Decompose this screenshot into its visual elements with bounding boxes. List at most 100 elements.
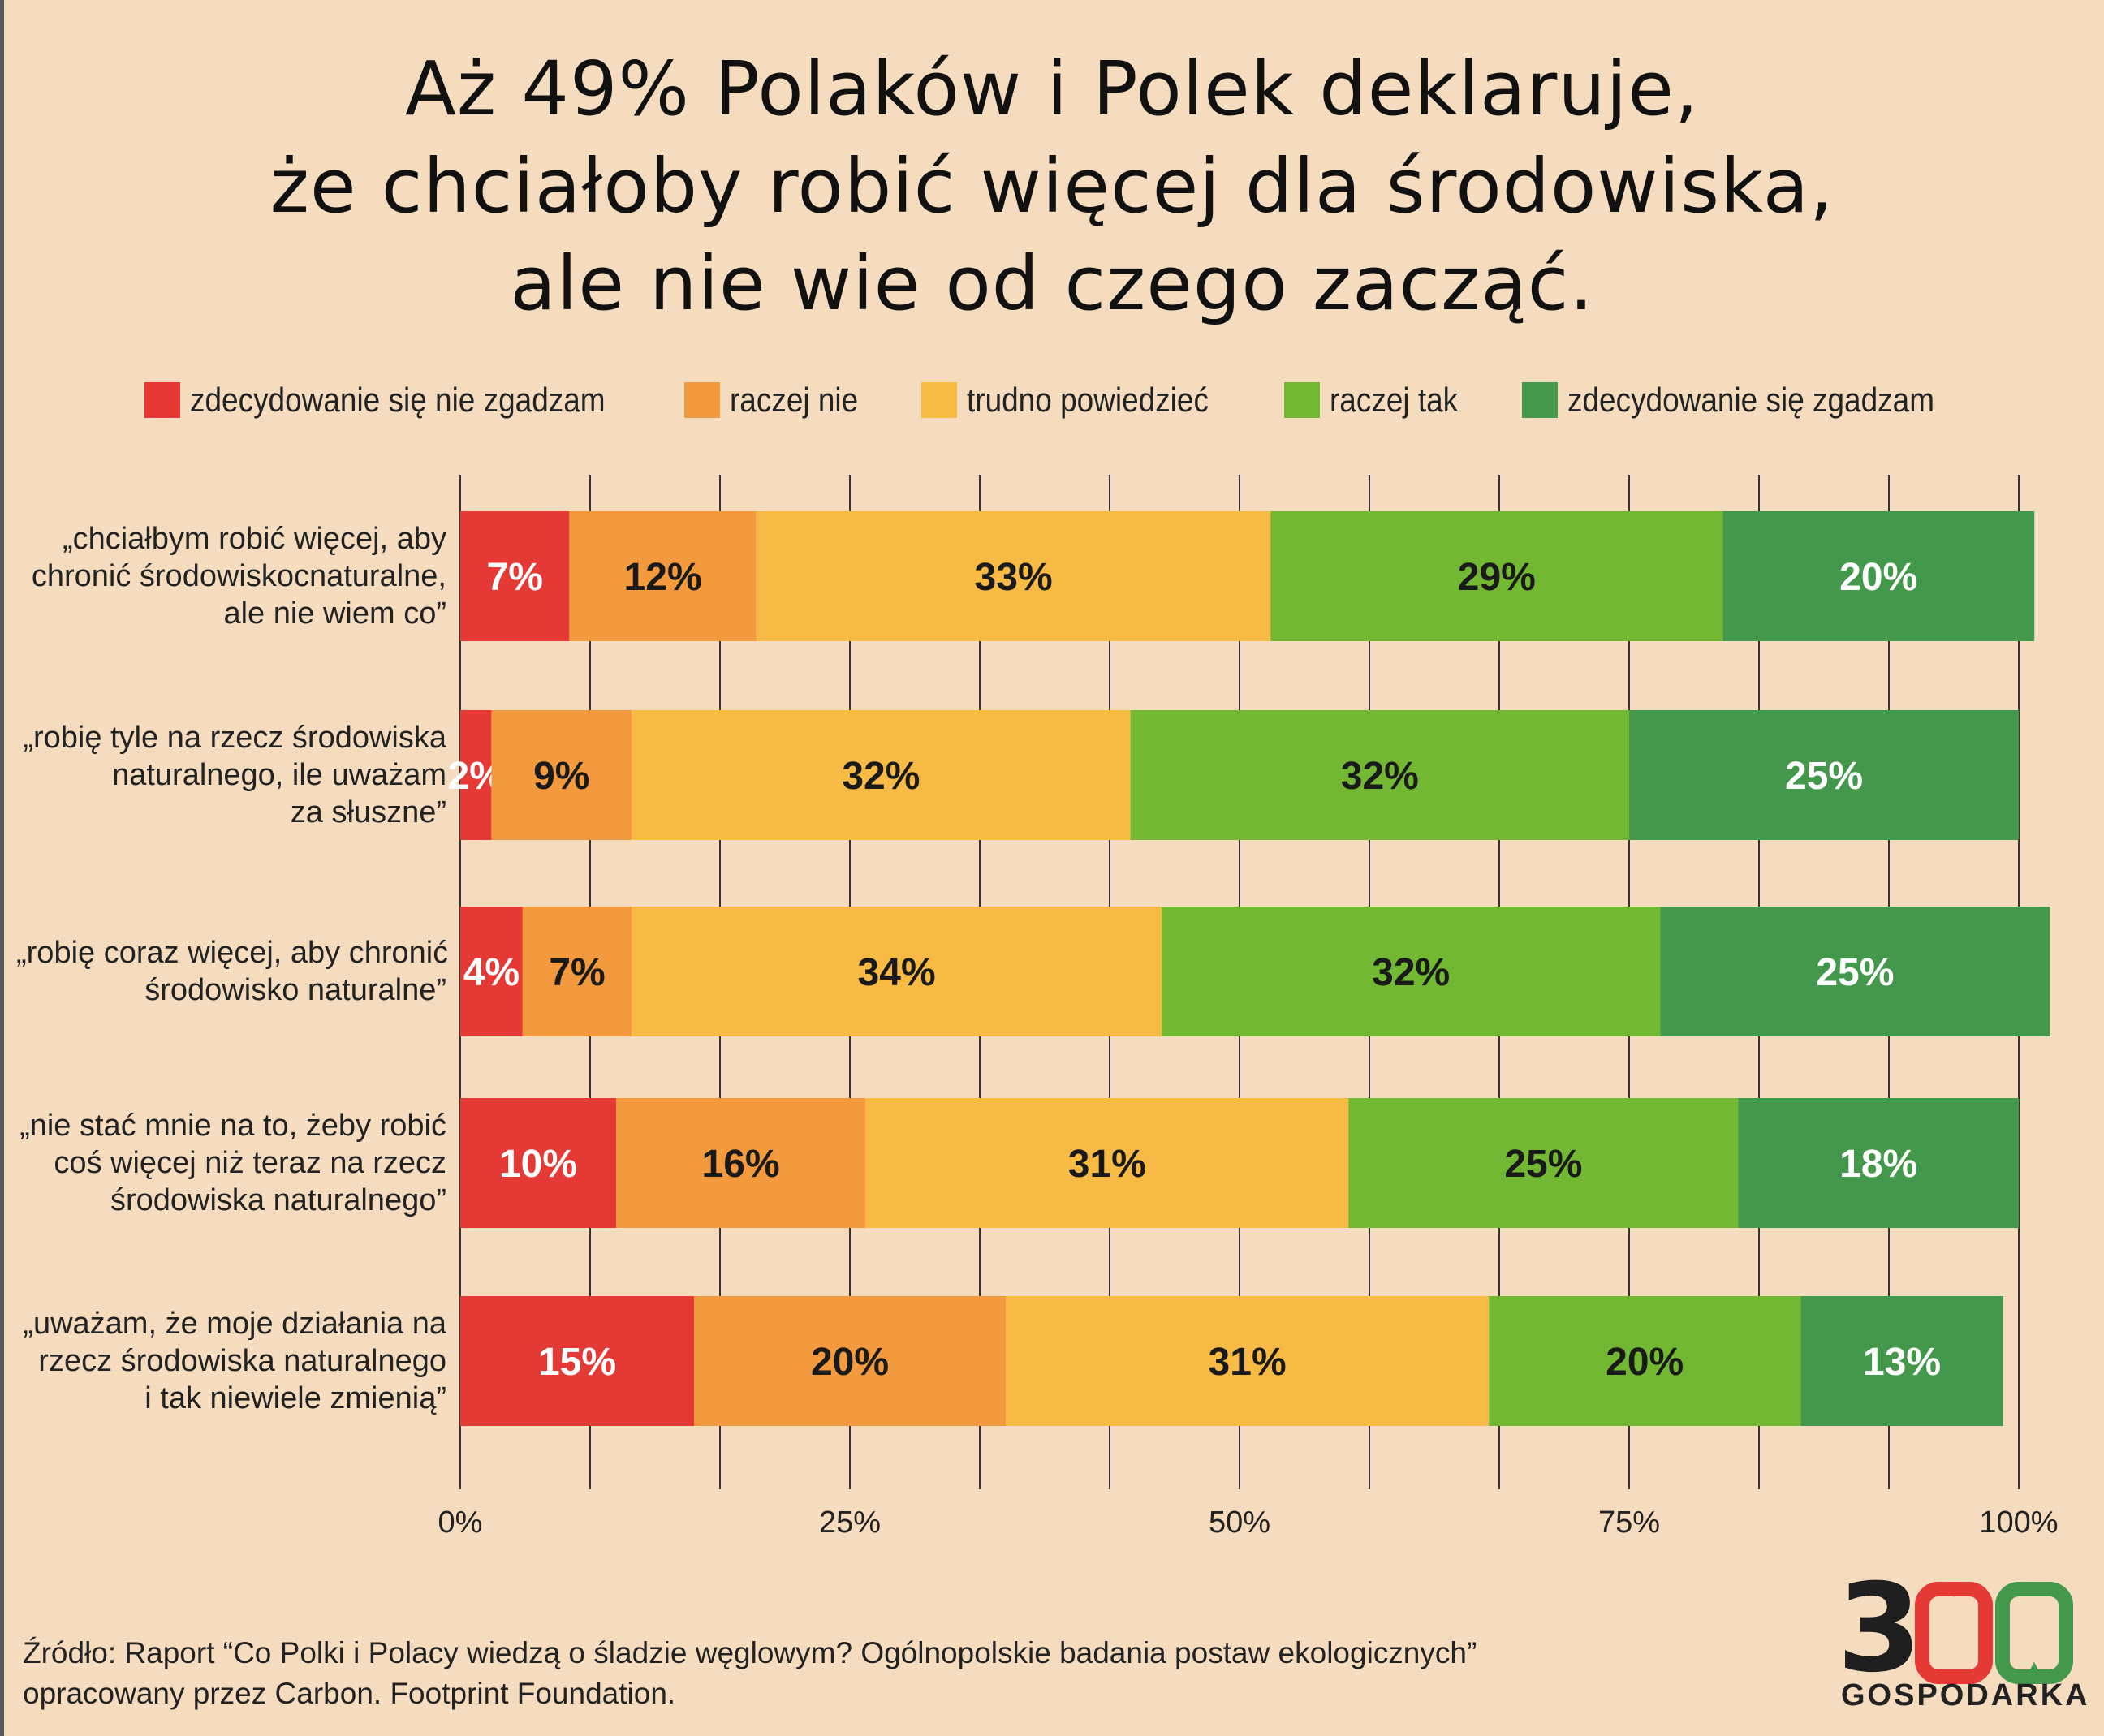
- bar-segment: [616, 1098, 866, 1228]
- x-tick-label: 0%: [438, 1506, 483, 1540]
- legend-label: raczej tak: [1330, 381, 1459, 419]
- data-label: 32%: [842, 755, 920, 798]
- bar-segment: [1130, 710, 1629, 840]
- bar-segment: [1738, 1098, 2019, 1228]
- left-edge-strip: [0, 0, 4, 1736]
- data-label: 34%: [858, 951, 936, 994]
- category-label-line: coś więcej niż teraz na rzecz: [54, 1146, 446, 1180]
- category-label-line: naturalnego, ile uważam: [112, 758, 446, 792]
- data-label: 25%: [1816, 951, 1894, 994]
- category-label-line: środowiska naturalnego”: [110, 1183, 446, 1217]
- data-label: 32%: [1372, 951, 1450, 994]
- data-label: 7%: [487, 556, 543, 599]
- data-label: 7%: [549, 951, 605, 994]
- bar-segment: [460, 1098, 616, 1228]
- legend-label: zdecydowanie się zgadzam: [1567, 381, 1934, 419]
- category-label: „robię coraz więcej, aby chronić środowis…: [16, 934, 449, 1009]
- data-label: 29%: [1458, 556, 1536, 599]
- legend-item-hard-to-say: trudno powiedzieć: [921, 380, 1242, 420]
- logo-word: GOSPODARKA: [1841, 1678, 2090, 1712]
- bar-segment: [1722, 511, 2035, 641]
- logo-number: 3: [1837, 1574, 1921, 1699]
- chart-title: Aż 49% Polaków i Polek deklaruje, że chc…: [0, 41, 2104, 333]
- data-label: 25%: [1504, 1143, 1582, 1186]
- x-tick-label: 100%: [1979, 1506, 2058, 1540]
- category-label-line: chronić środowiskocnaturalne,: [31, 559, 446, 593]
- legend-item-rather-no: raczej nie: [684, 380, 876, 420]
- logo-red-zero: [1915, 1582, 1993, 1684]
- data-label: 12%: [624, 556, 702, 599]
- bar-segment: [1660, 907, 2050, 1036]
- category-label-line: ale nie wiem co”: [223, 597, 446, 631]
- data-label: 33%: [975, 556, 1053, 599]
- logo-300-icon: 3: [1837, 1574, 2073, 1699]
- data-label: 20%: [811, 1341, 889, 1384]
- x-tick-label: 50%: [1209, 1506, 1270, 1540]
- legend-label: zdecydowanie się nie zgadzam: [190, 381, 606, 419]
- bar-segment: [632, 710, 1131, 840]
- bar-segment: [460, 511, 570, 641]
- category-label-line: „uważam, że moje działania na: [23, 1307, 446, 1341]
- bar-segment: [460, 907, 523, 1036]
- bar-segment: [1348, 1098, 1739, 1228]
- title-line-2: że chciałoby robić więcej dla środowiska…: [269, 143, 1835, 230]
- legend-item-strongly-agree: zdecydowanie się zgadzam: [1522, 380, 1985, 420]
- data-label: 20%: [1839, 556, 1917, 599]
- bar-segment: [460, 1296, 694, 1426]
- bar-segment: [491, 710, 632, 840]
- bar-segment: [522, 907, 632, 1036]
- data-label: 18%: [1839, 1143, 1917, 1186]
- legend-swatch: [684, 382, 720, 418]
- legend-label: trudno powiedzieć: [967, 381, 1209, 419]
- bar-segment: [1270, 511, 1723, 641]
- category-label-line: środowisko naturalne”: [144, 973, 446, 1007]
- bar-segment: [1489, 1296, 1801, 1426]
- bar-segment: [756, 511, 1271, 641]
- category-label: „uważam, że moje działania na rzecz środo…: [16, 1305, 446, 1417]
- title-line-1: Aż 49% Polaków i Polek deklaruje,: [404, 45, 1700, 132]
- data-label: 10%: [499, 1143, 577, 1186]
- category-label-line: „chciałbym robić więcej, aby: [62, 522, 446, 556]
- legend-item-rather-yes: raczej tak: [1284, 380, 1476, 420]
- source-note: Źródło: Raport “Co Polki i Polacy wiedzą…: [23, 1636, 1477, 1710]
- category-label-line: i tak niewiele zmienią”: [144, 1381, 446, 1415]
- data-label: 25%: [1785, 755, 1863, 798]
- x-tick-label: 75%: [1598, 1506, 1660, 1540]
- category-label-line: „robię tyle na rzecz środowiska: [23, 721, 446, 755]
- bar-segment: [1629, 710, 2019, 840]
- legend: zdecydowanie się nie zgadzam raczej nie …: [0, 380, 2104, 420]
- category-label: „robię tyle na rzecz środowiska naturalne…: [16, 719, 446, 831]
- legend-item-strongly-disagree: zdecydowanie się nie zgadzam: [144, 380, 662, 420]
- category-label-line: „robię coraz więcej, aby chronić: [16, 936, 449, 970]
- data-label: 31%: [1068, 1143, 1146, 1186]
- bar-segment: [1006, 1296, 1490, 1426]
- legend-swatch: [1284, 382, 1320, 418]
- legend-swatch: [1522, 382, 1558, 418]
- bar-segment: [460, 710, 492, 840]
- legend-swatch: [144, 382, 180, 418]
- category-label-line: rzecz środowiska naturalnego: [38, 1344, 446, 1378]
- data-label: 9%: [533, 755, 589, 798]
- bar-segment: [569, 511, 757, 641]
- data-label: 4%: [463, 951, 520, 994]
- data-label: 16%: [702, 1143, 780, 1186]
- bar-segment: [865, 1098, 1349, 1228]
- category-label-line: za słuszne”: [290, 795, 446, 829]
- bar-segment: [632, 907, 1162, 1036]
- legend-swatch: [921, 382, 957, 418]
- category-label: „nie stać mnie na to, żeby robić coś więc…: [16, 1107, 446, 1219]
- category-label: „chciałbym robić więcej, aby chronić środ…: [16, 520, 446, 632]
- bar-segment: [1162, 907, 1661, 1036]
- category-label-line: „nie stać mnie na to, żeby robić: [19, 1109, 446, 1143]
- data-label: 20%: [1606, 1341, 1684, 1384]
- bar-segment: [694, 1296, 1006, 1426]
- data-label: 15%: [538, 1341, 616, 1384]
- data-label: 32%: [1341, 755, 1419, 798]
- title-line-3: ale nie wie od czego zacząć.: [510, 240, 1594, 327]
- legend-label: raczej nie: [730, 381, 859, 419]
- data-label: 13%: [1863, 1341, 1941, 1384]
- x-tick-label: 25%: [819, 1506, 881, 1540]
- data-label: 31%: [1209, 1341, 1287, 1384]
- bar-segment: [1800, 1296, 2003, 1426]
